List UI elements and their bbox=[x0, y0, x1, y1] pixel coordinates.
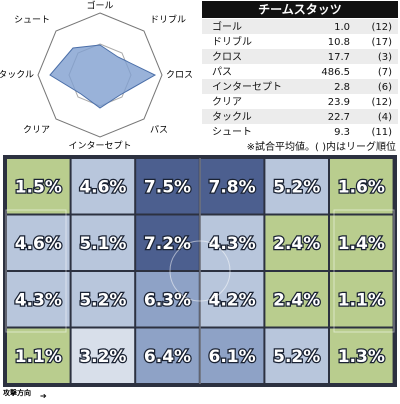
table-header bbox=[202, 1, 398, 18]
zone-value: 1.1% bbox=[15, 347, 62, 367]
zone-value: 6.3% bbox=[144, 290, 191, 310]
zone-value: 4.3% bbox=[209, 234, 256, 254]
table-row bbox=[202, 79, 398, 94]
pitch-line bbox=[169, 240, 231, 302]
stat-value: 17.7 bbox=[328, 52, 350, 63]
stat-value: 2.8 bbox=[334, 82, 350, 93]
stat-value: 9.3 bbox=[334, 127, 350, 138]
direction-arrow: ➔ bbox=[40, 392, 47, 401]
stat-name: タックル bbox=[212, 111, 252, 123]
radar-label: インターセプト bbox=[68, 141, 131, 152]
table-row bbox=[202, 34, 398, 49]
radar-shape bbox=[49, 44, 157, 109]
pitch-line bbox=[333, 209, 395, 333]
zone-value: 3.2% bbox=[79, 347, 126, 367]
stat-name: シュート bbox=[212, 127, 252, 138]
zone bbox=[136, 215, 199, 270]
stat-value: 10.8 bbox=[328, 37, 350, 48]
stat-name: インターセプト bbox=[212, 81, 282, 93]
stat-name: パス bbox=[212, 66, 232, 78]
zone-value: 5.2% bbox=[273, 177, 320, 197]
radar-label: パス bbox=[150, 125, 168, 136]
zone bbox=[136, 159, 199, 214]
radar-label: ゴール bbox=[86, 0, 113, 12]
stat-rank: (12) bbox=[371, 22, 392, 33]
zone bbox=[265, 328, 328, 383]
zone-value: 1.5% bbox=[15, 177, 62, 197]
zone-value: 5.2% bbox=[273, 347, 320, 367]
table-row bbox=[202, 124, 398, 139]
radar-label: クロス bbox=[166, 70, 193, 81]
radar-label: シュート bbox=[14, 16, 50, 26]
radar-label: ドリブル bbox=[150, 14, 186, 26]
zone bbox=[330, 215, 393, 270]
stat-name: クロス bbox=[212, 51, 242, 63]
zone bbox=[265, 159, 328, 214]
table-row bbox=[202, 109, 398, 124]
stat-name: クリア bbox=[212, 96, 242, 108]
zone-value: 5.1% bbox=[79, 234, 126, 254]
stat-rank: (3) bbox=[378, 52, 392, 63]
stat-rank: (4) bbox=[378, 112, 392, 123]
zone-value: 7.8% bbox=[209, 177, 256, 197]
zone bbox=[71, 215, 135, 270]
stat-rank: (17) bbox=[371, 37, 392, 48]
zone-value: 1.1% bbox=[338, 290, 385, 310]
stat-rank: (7) bbox=[378, 67, 392, 78]
zone-value: 4.6% bbox=[79, 177, 126, 197]
stat-rank: (12) bbox=[371, 97, 392, 108]
stat-value: 486.5 bbox=[321, 67, 350, 78]
zone bbox=[7, 328, 70, 383]
stat-value: 1.0 bbox=[334, 22, 350, 33]
zone-value: 5.2% bbox=[79, 290, 126, 310]
table-row bbox=[202, 64, 398, 79]
zone bbox=[7, 272, 70, 327]
table-row bbox=[202, 49, 398, 64]
zone-value: 4.3% bbox=[15, 290, 62, 310]
zone bbox=[71, 159, 135, 214]
zone bbox=[7, 215, 70, 270]
zone bbox=[71, 272, 135, 327]
zone bbox=[265, 215, 328, 270]
zone-value: 7.2% bbox=[144, 234, 191, 254]
table-title: チームスタッツ bbox=[258, 3, 342, 17]
zone bbox=[71, 328, 135, 383]
stat-rank: (6) bbox=[378, 82, 392, 93]
zone bbox=[330, 272, 393, 327]
stat-name: ゴール bbox=[212, 20, 242, 33]
zone bbox=[200, 159, 264, 214]
zone bbox=[200, 328, 264, 383]
table-row bbox=[202, 94, 398, 109]
radar-chart bbox=[37, 12, 163, 138]
zone-value: 2.4% bbox=[273, 290, 320, 310]
zone bbox=[330, 328, 393, 383]
zone-value: 1.6% bbox=[338, 177, 385, 197]
zone bbox=[136, 272, 199, 327]
zone-value: 1.3% bbox=[338, 347, 385, 367]
zone-value: 1.4% bbox=[338, 234, 385, 254]
zone-value: 7.5% bbox=[144, 177, 191, 197]
radar-label: タックル bbox=[0, 70, 34, 81]
table-note: ※試合平均値。( )内はリーグ順位 bbox=[247, 140, 396, 153]
stat-value: 22.7 bbox=[328, 112, 350, 123]
zone-value: 6.4% bbox=[144, 347, 191, 367]
stat-name: ドリブル bbox=[212, 35, 252, 48]
stat-value: 23.9 bbox=[328, 97, 350, 108]
zone bbox=[265, 272, 328, 327]
pitch-line bbox=[5, 209, 67, 333]
table-row bbox=[202, 19, 398, 34]
zone bbox=[330, 159, 393, 214]
zone bbox=[7, 159, 70, 214]
radar-label: クリア bbox=[23, 125, 50, 136]
direction-label: 攻撃方向 bbox=[3, 388, 31, 397]
zone-value: 4.2% bbox=[209, 290, 256, 310]
zone bbox=[136, 328, 199, 383]
zone-value: 4.6% bbox=[15, 234, 62, 254]
stat-rank: (11) bbox=[371, 127, 392, 138]
zone-value: 6.1% bbox=[209, 347, 256, 367]
zone-value: 2.4% bbox=[273, 234, 320, 254]
